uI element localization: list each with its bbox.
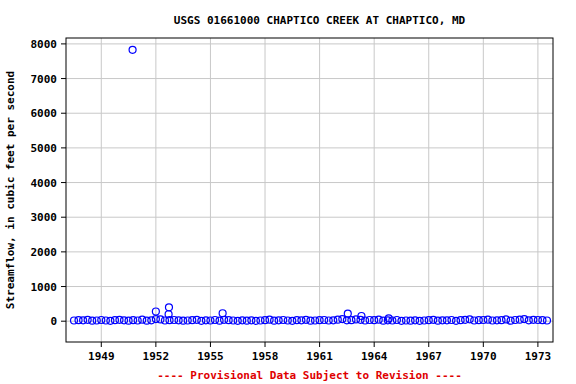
y-tick-label: 3000 xyxy=(31,211,58,224)
y-tick xyxy=(61,43,66,44)
y-tick xyxy=(61,286,66,287)
y-tick xyxy=(61,113,66,114)
data-point xyxy=(543,317,550,324)
x-tick xyxy=(265,342,266,347)
y-grid-line xyxy=(66,147,553,148)
data-point xyxy=(521,316,528,323)
grid xyxy=(66,38,553,342)
y-grid-line xyxy=(66,251,553,252)
y-tick-label: 8000 xyxy=(31,38,58,51)
x-tick-label: 1964 xyxy=(361,350,388,363)
x-grid-line xyxy=(265,38,266,342)
y-tick xyxy=(61,321,66,322)
y-tick-label: 6000 xyxy=(31,107,58,120)
y-grid-line xyxy=(66,286,553,287)
x-tick xyxy=(428,342,429,347)
data-point xyxy=(466,316,473,323)
x-tick-label: 1955 xyxy=(197,350,224,363)
x-tick xyxy=(319,342,320,347)
x-grid-line xyxy=(374,38,375,342)
x-grid-line xyxy=(483,38,484,342)
x-grid-line xyxy=(319,38,320,342)
title: USGS 01661000 CHAPTICO CREEK AT CHAPTICO… xyxy=(174,14,466,27)
x-grid-line xyxy=(155,38,156,342)
x-tick xyxy=(101,342,102,347)
data-point xyxy=(358,313,365,320)
y-tick-label: 4000 xyxy=(31,177,58,190)
y-grid-line xyxy=(66,78,553,79)
x-tick-label: 1958 xyxy=(252,350,279,363)
x-tick-label: 1949 xyxy=(88,350,115,363)
chart: 0 1000 2000 3000 4000 5000 6000 7000 8000 1949 195… xyxy=(0,0,576,384)
data-point xyxy=(344,310,351,317)
data-point xyxy=(339,316,346,323)
x-tick xyxy=(483,342,484,347)
x-grid-line xyxy=(101,38,102,342)
data-point xyxy=(503,316,510,323)
y-tick-label: 5000 xyxy=(31,142,58,155)
y-tick-label: 1000 xyxy=(31,281,58,294)
x-tick-label: 1961 xyxy=(306,350,333,363)
data-point xyxy=(385,315,392,322)
data-point xyxy=(165,311,172,318)
x-tick-label: 1967 xyxy=(415,350,442,363)
x-grid-line xyxy=(210,38,211,342)
x-tick xyxy=(537,342,538,347)
y-tick xyxy=(61,251,66,252)
x-tick-label: 1970 xyxy=(470,350,497,363)
x-tick xyxy=(374,342,375,347)
data-point xyxy=(129,46,136,53)
y-tick-label: 2000 xyxy=(31,246,58,259)
y-tick xyxy=(61,147,66,148)
x-tick xyxy=(210,342,211,347)
x-tick-label: 1973 xyxy=(525,350,552,363)
y-grid-line xyxy=(66,113,553,114)
y-axis-label: Streamflow, in cubic feet per second xyxy=(4,71,17,309)
y-tick-label: 0 xyxy=(50,315,57,328)
data-point xyxy=(148,317,155,324)
background xyxy=(0,0,576,384)
y-tick xyxy=(61,217,66,218)
x-grid-line xyxy=(428,38,429,342)
annotation: ---- Provisional Data Subject to Revisio… xyxy=(157,369,462,382)
y-grid-line xyxy=(66,217,553,218)
y-grid-line xyxy=(66,182,553,183)
x-tick xyxy=(155,342,156,347)
y-tick-label: 7000 xyxy=(31,73,58,86)
data-point xyxy=(219,310,226,317)
x-grid-line xyxy=(537,38,538,342)
plot-frame xyxy=(66,38,553,342)
data-point xyxy=(152,308,159,315)
y-tick xyxy=(61,78,66,79)
x-tick-label: 1952 xyxy=(143,350,170,363)
y-tick xyxy=(61,182,66,183)
y-grid-line xyxy=(66,43,553,44)
data-point xyxy=(165,304,172,311)
points xyxy=(71,46,551,324)
